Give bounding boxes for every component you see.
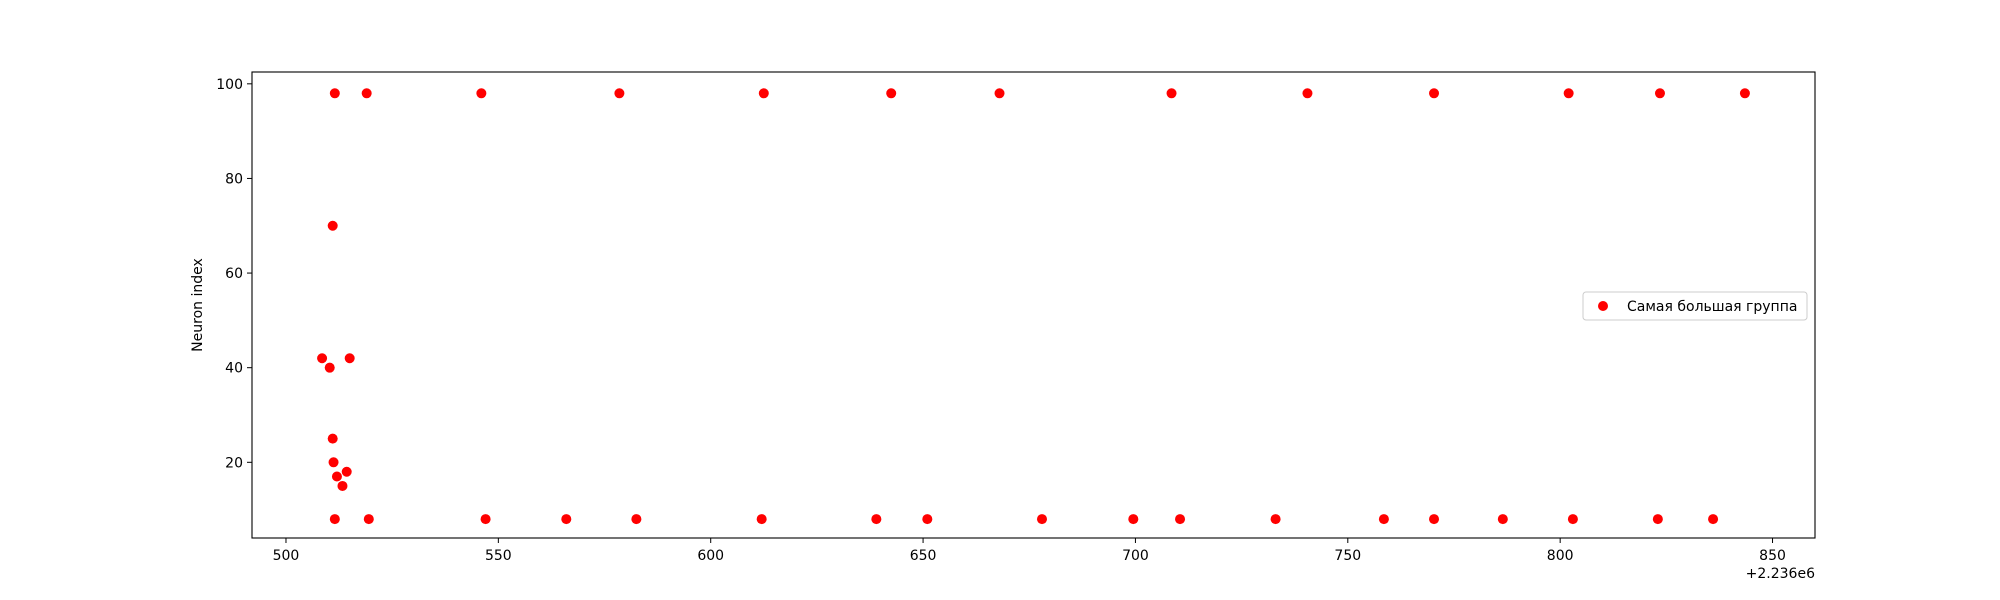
data-point bbox=[1652, 514, 1663, 525]
data-point bbox=[1497, 514, 1508, 525]
legend: Самая большая группа bbox=[1582, 291, 1808, 321]
x-tick-label: 750 bbox=[1334, 548, 1361, 564]
y-axis-label: Neuron index bbox=[190, 258, 206, 352]
legend-box bbox=[1582, 291, 1808, 321]
x-tick-label: 600 bbox=[697, 548, 724, 564]
data-points bbox=[317, 88, 1750, 525]
y-tick-label: 60 bbox=[225, 266, 243, 282]
data-point bbox=[327, 433, 338, 444]
y-tick-label: 80 bbox=[225, 171, 243, 187]
data-point bbox=[1166, 88, 1177, 99]
x-tick-label: 800 bbox=[1547, 548, 1574, 564]
x-tick-label: 700 bbox=[1122, 548, 1149, 564]
data-point bbox=[341, 466, 352, 477]
data-point bbox=[922, 514, 933, 525]
data-point bbox=[331, 471, 342, 482]
data-point bbox=[329, 88, 340, 99]
x-axis-offset-label: +2.236e6 bbox=[1746, 566, 1815, 582]
legend-label: Самая большая группа bbox=[1627, 299, 1797, 315]
legend-marker bbox=[1598, 301, 1608, 311]
data-point bbox=[1128, 514, 1139, 525]
data-point bbox=[329, 514, 340, 525]
y-axis-ticks: 20 40 60 80 100 bbox=[216, 77, 252, 471]
data-point bbox=[886, 88, 897, 99]
data-point bbox=[614, 88, 625, 99]
y-tick-label: 40 bbox=[225, 361, 243, 377]
data-point bbox=[994, 88, 1005, 99]
data-point bbox=[758, 88, 769, 99]
data-point bbox=[1302, 88, 1313, 99]
data-point bbox=[344, 353, 355, 364]
data-point bbox=[328, 457, 339, 468]
data-point bbox=[1567, 514, 1578, 525]
y-tick-label: 100 bbox=[216, 77, 243, 93]
data-point bbox=[327, 220, 338, 231]
x-tick-label: 500 bbox=[273, 548, 300, 564]
data-point bbox=[871, 514, 882, 525]
data-point bbox=[1429, 514, 1440, 525]
x-tick-label: 550 bbox=[485, 548, 512, 564]
data-point bbox=[1378, 514, 1389, 525]
data-point bbox=[1429, 88, 1440, 99]
data-point bbox=[476, 88, 487, 99]
x-axis-ticks: 500 550 600 650 700 750 800 850 bbox=[273, 538, 1786, 564]
data-point bbox=[363, 514, 374, 525]
data-point bbox=[324, 362, 335, 373]
data-point bbox=[480, 514, 491, 525]
data-point bbox=[1654, 88, 1665, 99]
data-point bbox=[1563, 88, 1574, 99]
data-point bbox=[561, 514, 572, 525]
data-point bbox=[317, 353, 328, 364]
data-point bbox=[337, 480, 348, 491]
data-point bbox=[1036, 514, 1047, 525]
x-tick-label: 650 bbox=[910, 548, 937, 564]
data-point bbox=[361, 88, 372, 99]
data-point bbox=[756, 514, 767, 525]
x-tick-label: 850 bbox=[1759, 548, 1786, 564]
data-point bbox=[1270, 514, 1281, 525]
y-tick-label: 20 bbox=[225, 455, 243, 471]
data-point bbox=[1175, 514, 1186, 525]
data-point bbox=[1739, 88, 1750, 99]
plot-area-frame bbox=[251, 71, 1816, 539]
data-point bbox=[631, 514, 642, 525]
data-point bbox=[1708, 514, 1719, 525]
